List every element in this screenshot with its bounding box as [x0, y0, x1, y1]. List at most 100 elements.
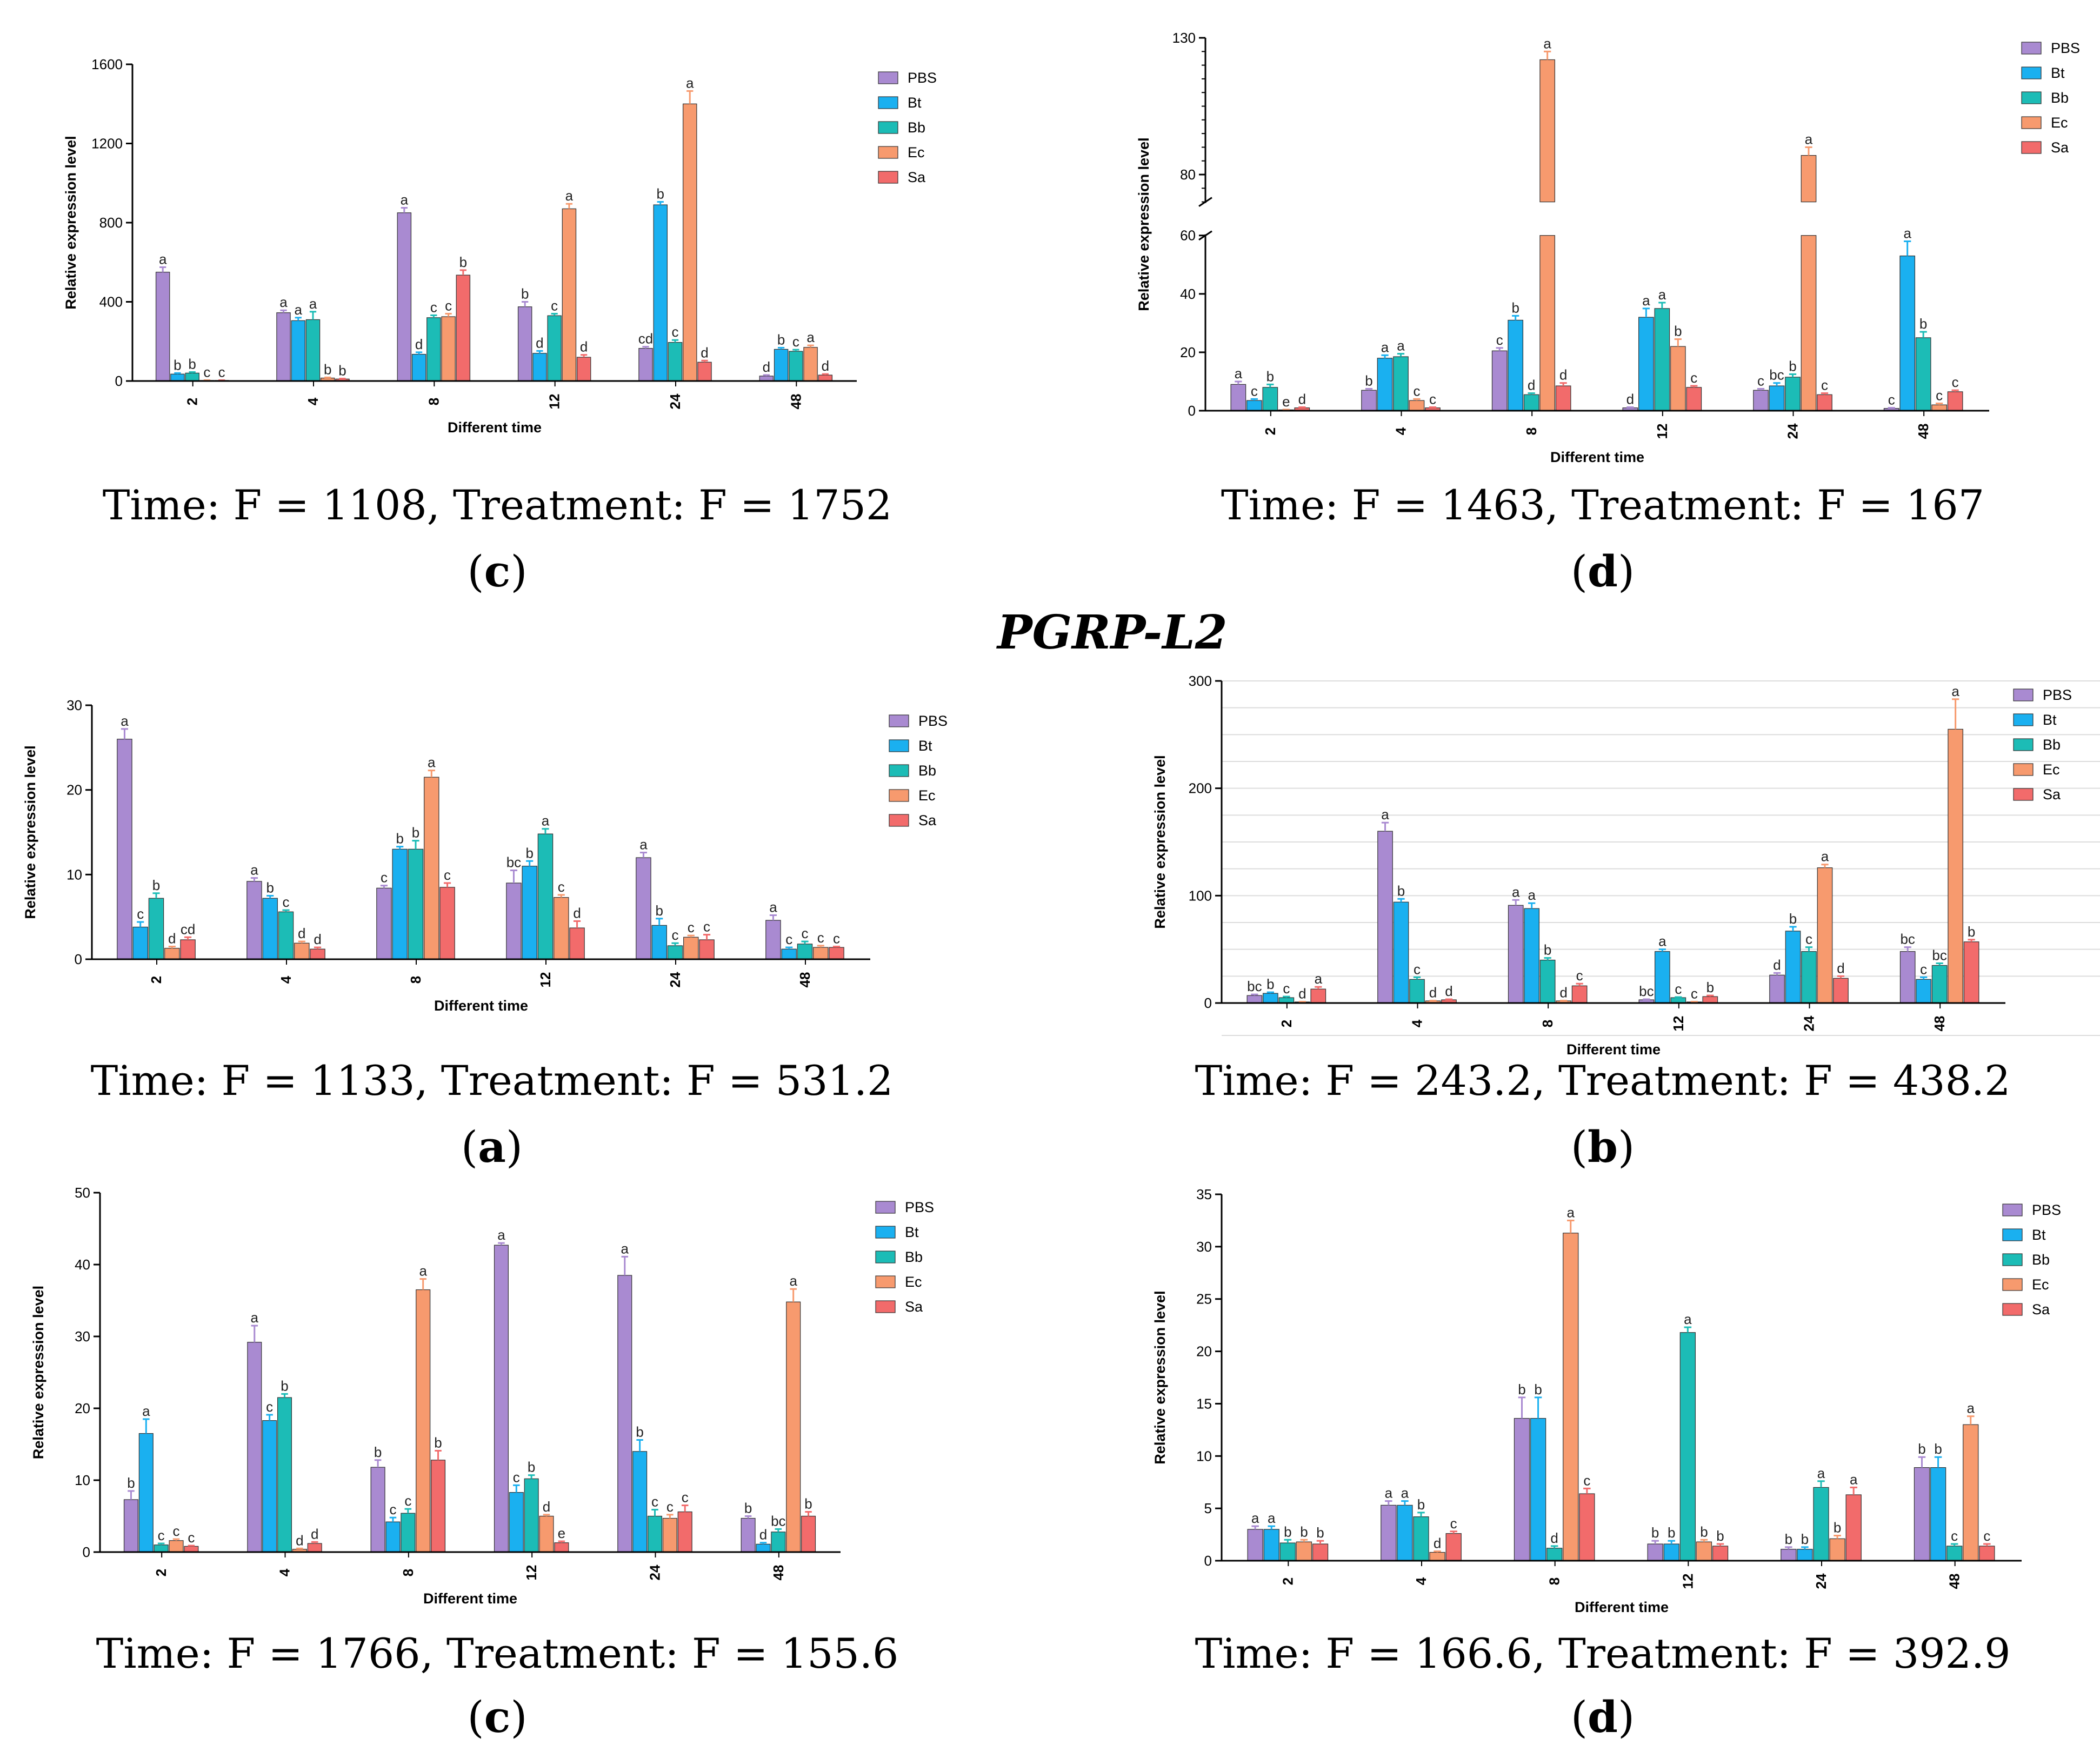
- bar-ec: [562, 208, 577, 382]
- x-tick-label: 24: [647, 1565, 663, 1580]
- x-tick-label: 48: [770, 1565, 786, 1581]
- y-axis-title: Relative expression level: [1136, 137, 1152, 311]
- bar-bt: [1797, 1549, 1813, 1561]
- significance-letter: c: [218, 364, 225, 380]
- significance-letter: c: [1936, 387, 1943, 403]
- significance-letter: cd: [638, 331, 653, 347]
- bar-bt: [1263, 1529, 1279, 1561]
- y-axis-title: Relative expression level: [1152, 755, 1168, 928]
- bar-pbs: [246, 881, 262, 960]
- significance-letter: a: [1821, 848, 1829, 865]
- significance-letter: b: [1785, 1531, 1792, 1547]
- bar-bt: [509, 1492, 524, 1553]
- significance-letter: c: [666, 1499, 674, 1515]
- x-axis-title: Different time: [423, 1590, 517, 1607]
- bar-pbs: [1361, 390, 1377, 411]
- significance-letter: d: [415, 336, 423, 352]
- legend-swatch-bt: [875, 1226, 896, 1239]
- y-tick-label: 0: [1188, 403, 1196, 419]
- significance-letter: b: [1266, 976, 1274, 992]
- significance-letter: c: [173, 1523, 180, 1539]
- significance-letter: b: [459, 254, 467, 270]
- bar-bt: [1377, 358, 1393, 411]
- significance-letter: b: [1834, 1520, 1841, 1536]
- x-tick-label: 2: [153, 1569, 169, 1576]
- significance-letter: a: [1401, 1485, 1409, 1501]
- bar-bb: [1523, 394, 1539, 411]
- significance-letter: a: [1381, 339, 1389, 355]
- significance-letter: d: [1559, 985, 1567, 1001]
- significance-letter: b: [152, 877, 160, 893]
- significance-letter: d: [1445, 983, 1452, 999]
- bar-bb: [154, 1545, 169, 1553]
- y-axis-title: Relative expression level: [22, 745, 38, 919]
- bar-sa: [1845, 1494, 1862, 1561]
- legend-swatch-ec: [878, 146, 898, 159]
- significance-letter: b: [1801, 1531, 1809, 1547]
- legend-label-pbs: PBS: [908, 70, 937, 86]
- x-tick-label: 8: [1523, 427, 1539, 435]
- x-tick-label: 24: [1785, 423, 1801, 439]
- bar-bb: [1262, 387, 1278, 411]
- bar-pbs: [1914, 1467, 1930, 1561]
- bar-ec: [683, 103, 697, 382]
- bar-pbs: [617, 1275, 632, 1553]
- significance-letter: d: [1298, 391, 1306, 407]
- legend-label-bb: Bb: [905, 1249, 923, 1265]
- significance-letter: c: [1675, 981, 1682, 997]
- legend-label-pbs: PBS: [918, 713, 948, 729]
- bar-ec: [1409, 400, 1425, 411]
- legend-swatch-sa: [889, 814, 909, 827]
- significance-letter: c: [1952, 374, 1959, 390]
- x-tick-label: 4: [1409, 1019, 1425, 1027]
- bar-sa: [1555, 385, 1571, 411]
- x-tick-label: 24: [667, 972, 683, 987]
- significance-letter: c: [1583, 1472, 1590, 1488]
- significance-letter: b: [1417, 1496, 1425, 1513]
- x-axis-title: Different time: [434, 998, 528, 1014]
- significance-letter: c: [381, 870, 388, 886]
- significance-letter: b: [1968, 924, 1975, 940]
- bar-pbs: [494, 1245, 509, 1553]
- panel-label-top-c: (c): [467, 546, 528, 597]
- bar-sa: [1702, 996, 1718, 1004]
- bar-sa: [180, 939, 196, 960]
- bar-pbs: [155, 271, 170, 382]
- bar-bb: [426, 317, 441, 382]
- significance-letter: d: [1773, 957, 1781, 973]
- legend-label-sa: Sa: [2032, 1301, 2050, 1318]
- bar-sa: [818, 375, 833, 382]
- y-tick-label: 20: [1180, 344, 1196, 360]
- legend-label-bt: Bt: [908, 95, 922, 111]
- bar-ec: [1931, 404, 1947, 411]
- axis-break-gap: [1201, 203, 1210, 235]
- bar-ec: [1670, 346, 1686, 411]
- x-tick-label: 12: [523, 1565, 539, 1581]
- legend-swatch-sa: [2021, 141, 2042, 154]
- significance-letter: bc: [1932, 947, 1946, 963]
- bar-ec: [1539, 235, 1555, 411]
- bar-bt: [1785, 931, 1801, 1004]
- bar-bt: [651, 925, 667, 960]
- bar-bb: [771, 1532, 786, 1553]
- significance-letter: a: [419, 1263, 427, 1279]
- significance-letter: bc: [771, 1513, 785, 1529]
- significance-letter: b: [434, 1434, 442, 1450]
- bar-ec: [803, 347, 818, 382]
- bar-bt: [1508, 319, 1524, 411]
- significance-letter: c: [1576, 967, 1583, 984]
- stat-text-bot-c: Time: F = 1766, Treatment: F = 155.6: [96, 1629, 899, 1677]
- bar-ec: [1429, 1552, 1445, 1561]
- section-title: PGRP-L2: [997, 605, 1228, 660]
- bar-ec: [786, 1301, 801, 1553]
- bar-sa: [1712, 1546, 1729, 1561]
- bar-sa: [801, 1515, 816, 1553]
- legend-label-ec: Ec: [2043, 761, 2060, 778]
- significance-letter: c: [430, 299, 437, 315]
- panel-label-mid-b: (b): [1570, 1121, 1635, 1172]
- significance-letter: bc: [1247, 978, 1262, 994]
- significance-letter: c: [1413, 383, 1420, 399]
- significance-letter: a: [1642, 292, 1650, 309]
- y-tick-label: 1200: [91, 136, 123, 152]
- significance-letter: a: [1805, 131, 1813, 147]
